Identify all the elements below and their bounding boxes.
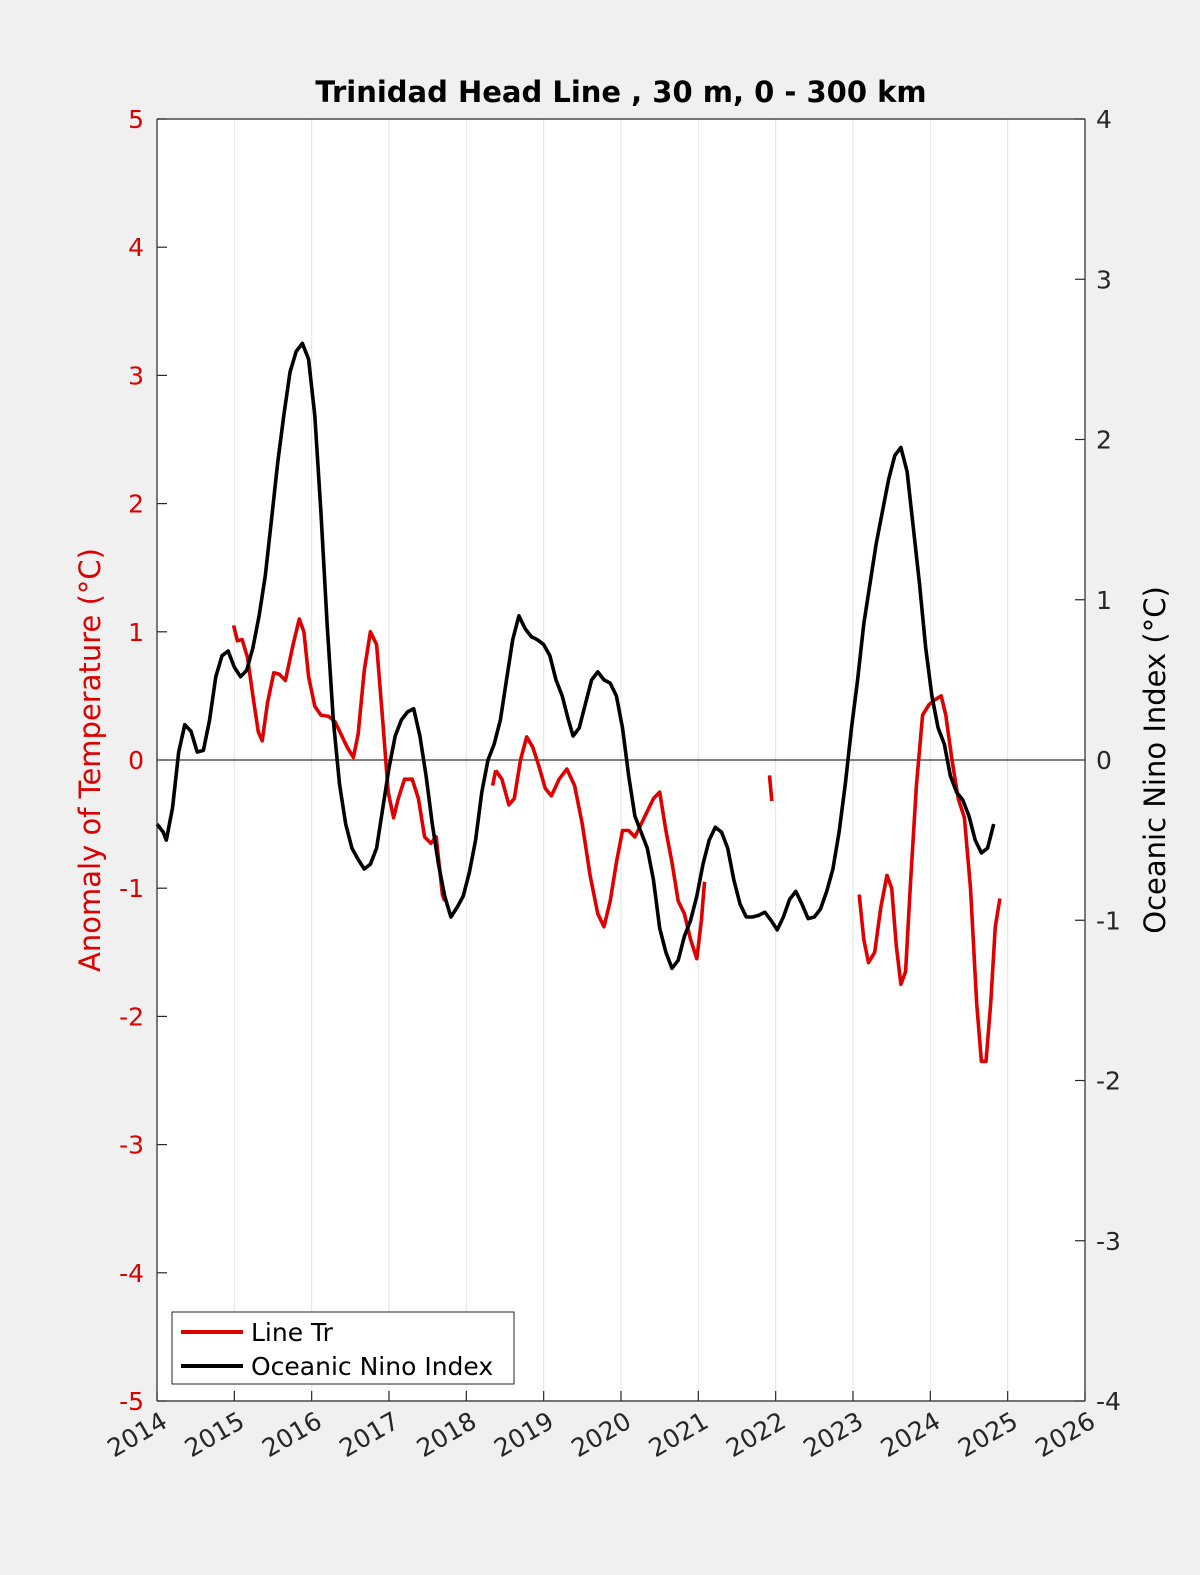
right-y-tick-label: -1 bbox=[1096, 906, 1121, 935]
line-tr-series-segment bbox=[767, 775, 774, 802]
x-tick-label: 2025 bbox=[953, 1406, 1023, 1463]
x-tick-label: 2016 bbox=[257, 1406, 327, 1463]
legend-box bbox=[171, 1311, 515, 1385]
right-y-tick-label: -3 bbox=[1096, 1227, 1121, 1256]
left-y-tick-label: 2 bbox=[128, 490, 144, 519]
line-tr-series-segment bbox=[490, 769, 498, 786]
left-y-tick-label: -2 bbox=[119, 1002, 144, 1031]
right-y-tick-label: 1 bbox=[1096, 586, 1112, 615]
right-y-tick-label: 4 bbox=[1096, 105, 1112, 134]
legend-line-tr-label: Line Tr bbox=[251, 1318, 334, 1347]
left-axis-label: Anomaly of Temperature (°C) bbox=[73, 548, 107, 972]
right-y-tick-label: -4 bbox=[1096, 1387, 1121, 1416]
oni-series-line bbox=[155, 341, 996, 971]
chart-title: Trinidad Head Line , 30 m, 0 - 300 km bbox=[315, 75, 926, 109]
x-tick-label: 2024 bbox=[876, 1406, 946, 1463]
legend-oni-label: Oceanic Nino Index bbox=[251, 1352, 493, 1381]
legend: Line Tr Oceanic Nino Index bbox=[171, 1311, 515, 1385]
left-y-tick-label: 0 bbox=[128, 746, 144, 775]
right-y-tick-label: 3 bbox=[1096, 265, 1112, 294]
x-tick-label: 2023 bbox=[798, 1406, 868, 1463]
x-tick-label: 2021 bbox=[644, 1406, 714, 1463]
left-y-tick-label: -1 bbox=[119, 874, 144, 903]
line-tr-series-segment bbox=[857, 694, 1002, 1064]
x-tick-label: 2022 bbox=[721, 1406, 791, 1463]
x-tick-label: 2017 bbox=[334, 1406, 404, 1463]
left-y-tick-label: 1 bbox=[128, 618, 144, 647]
right-y-tick-label: -2 bbox=[1096, 1067, 1121, 1096]
x-tick-label: 2020 bbox=[566, 1406, 636, 1463]
x-tick-label: 2018 bbox=[412, 1406, 482, 1463]
line-tr-series-segment bbox=[231, 617, 447, 902]
series-layer bbox=[155, 341, 1002, 1064]
line-tr-series-segment bbox=[494, 735, 707, 961]
left-y-tick-label: 4 bbox=[128, 233, 144, 262]
left-y-tick-label: -3 bbox=[119, 1131, 144, 1160]
x-tick-label: 2026 bbox=[1030, 1406, 1100, 1463]
x-tick-label: 2015 bbox=[180, 1406, 250, 1463]
right-y-tick-label: 0 bbox=[1096, 746, 1112, 775]
x-tick-label: 2019 bbox=[489, 1406, 559, 1463]
left-y-tick-label: -4 bbox=[119, 1259, 144, 1288]
left-y-tick-label: 5 bbox=[128, 105, 144, 134]
right-axis-label: Oceanic Nino Index (°C) bbox=[1138, 586, 1172, 934]
left-y-tick-label: 3 bbox=[128, 361, 144, 390]
right-y-tick-label: 2 bbox=[1096, 426, 1112, 455]
left-y-tick-label: -5 bbox=[119, 1387, 144, 1416]
